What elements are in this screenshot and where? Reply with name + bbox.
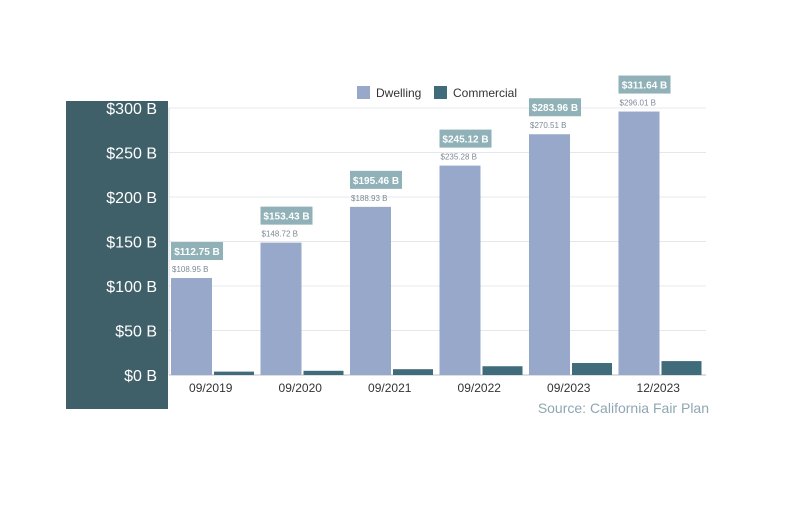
commercial-bar xyxy=(303,370,344,375)
y-tick-label: $300 B xyxy=(106,101,157,118)
total-label-box xyxy=(350,170,402,189)
dwelling-value-label: $296.01 B xyxy=(620,99,656,108)
commercial-bar xyxy=(572,363,612,375)
total-label: $112.75 B xyxy=(174,247,220,258)
y-tick-label: $250 B xyxy=(106,146,157,163)
total-label: $195.46 B xyxy=(353,176,399,187)
x-tick-label: 09/2023 xyxy=(547,381,591,395)
dwelling-value-label: $148.72 B xyxy=(262,230,298,239)
legend: Dwelling Commercial xyxy=(357,86,517,100)
x-tick-label: 09/2020 xyxy=(279,381,323,395)
total-label: $245.12 B xyxy=(442,135,488,146)
dwelling-bar xyxy=(529,134,570,375)
legend-swatch-commercial xyxy=(434,86,447,99)
dwelling-bar xyxy=(171,278,212,375)
commercial-bar xyxy=(661,361,702,375)
total-label: $311.64 B xyxy=(622,81,668,92)
dwelling-bar xyxy=(350,206,391,375)
commercial-bar xyxy=(393,369,433,375)
dwelling-bar xyxy=(439,165,481,375)
dwelling-value-label: $188.93 B xyxy=(351,194,387,203)
dwelling-value-label: $108.95 B xyxy=(172,265,208,274)
x-tick-label: 12/2023 xyxy=(637,381,681,395)
y-tick-label: $100 B xyxy=(106,279,157,296)
dwelling-value-label: $270.51 B xyxy=(530,121,566,130)
x-tick-label: 09/2021 xyxy=(368,381,412,395)
y-tick-label: $0 B xyxy=(124,368,157,385)
y-tick-label: $150 B xyxy=(106,235,157,252)
legend-label-commercial: Commercial xyxy=(453,86,517,100)
total-label-box xyxy=(260,206,313,225)
y-axis-panel xyxy=(66,101,168,409)
bars xyxy=(171,111,702,376)
dwelling-bar xyxy=(260,242,302,375)
gridlines xyxy=(168,107,706,376)
total-label: $283.96 B xyxy=(532,103,578,114)
legend-label-dwelling: Dwelling xyxy=(376,86,421,100)
y-tick-label: $200 B xyxy=(106,190,157,207)
y-tick-label: $50 B xyxy=(115,324,157,341)
commercial-bar xyxy=(214,371,254,375)
legend-swatch-dwelling xyxy=(357,86,370,99)
total-label-box xyxy=(439,129,492,148)
dwelling-value-label: $235.28 B xyxy=(441,153,477,162)
total-label-box xyxy=(529,98,581,117)
total-label-box xyxy=(171,242,223,261)
labels: $0 B $50 B $100 B $150 B $200 B $250 B $300 B $… xyxy=(106,75,681,395)
commercial-bar xyxy=(482,366,523,375)
x-tick-label: 09/2022 xyxy=(458,381,502,395)
x-tick-label: 09/2019 xyxy=(189,381,233,395)
total-label-box xyxy=(618,75,671,94)
dwelling-bar xyxy=(618,111,660,376)
total-label: $153.43 B xyxy=(263,212,309,223)
source-note: Source: California Fair Plan xyxy=(537,400,709,416)
